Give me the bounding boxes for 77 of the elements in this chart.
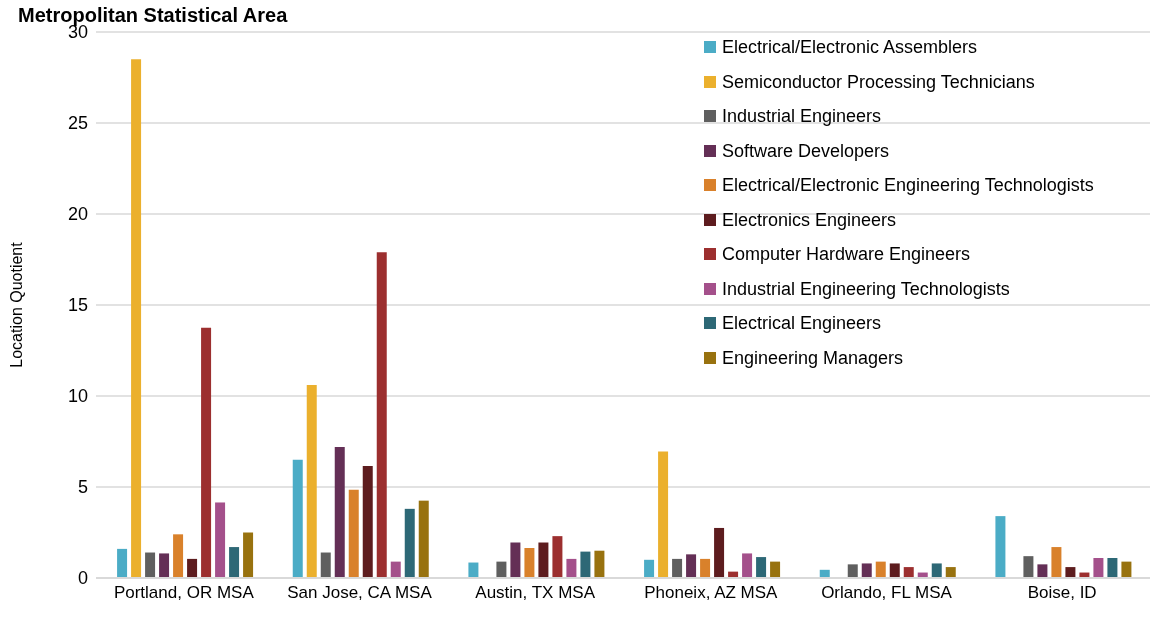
bar — [117, 548, 128, 578]
bar — [159, 553, 170, 578]
bar — [861, 563, 872, 578]
legend-label: Computer Hardware Engineers — [722, 243, 971, 266]
chart-title: Metropolitan Statistical Area — [17, 4, 289, 26]
bar — [320, 552, 331, 578]
bar — [145, 552, 156, 578]
legend-label: Industrial Engineering Technologists — [722, 277, 1010, 301]
bar — [1107, 557, 1118, 578]
bar — [580, 551, 591, 578]
bar — [756, 557, 767, 578]
bar — [1065, 567, 1076, 578]
x-tick-label: San Jose, CA MSA — [287, 583, 433, 603]
bar — [376, 252, 387, 578]
x-tick-label: Phoneix, AZ MSA — [644, 583, 779, 603]
bar — [889, 563, 900, 578]
bar — [658, 451, 669, 578]
bar — [995, 516, 1006, 578]
bar — [552, 536, 563, 578]
bar — [1093, 557, 1104, 578]
bar — [538, 542, 549, 578]
bar — [644, 559, 655, 578]
bar — [686, 554, 697, 578]
bar — [215, 502, 226, 578]
bar — [362, 466, 373, 578]
bar — [903, 567, 914, 578]
y-tick-label: 20 — [67, 204, 88, 225]
y-tick-label: 15 — [67, 295, 88, 316]
bar — [418, 500, 429, 578]
legend-label: Electronics Engineers — [722, 208, 897, 232]
y-tick-label: 0 — [77, 568, 88, 589]
x-tick-label: Portland, OR MSA — [113, 583, 255, 603]
bar — [334, 446, 345, 578]
legend-label: Software Developers — [722, 139, 890, 163]
bar — [131, 59, 142, 578]
bar — [875, 561, 886, 578]
bar — [306, 385, 317, 578]
bar — [173, 534, 184, 578]
legend-label: Electrical/Electronic Engineering Technologists — [722, 174, 1094, 197]
bar — [229, 547, 240, 578]
bar — [714, 527, 725, 578]
bar — [672, 558, 683, 578]
bar — [742, 553, 753, 578]
bar — [594, 550, 605, 578]
y-tick-label: 25 — [67, 113, 88, 134]
x-tick-label: Boise, ID — [1027, 583, 1097, 603]
bar — [770, 561, 781, 578]
bar — [187, 558, 198, 578]
x-tick-label: Orlando, FL MSA — [821, 583, 953, 603]
y-tick-label: 5 — [77, 477, 88, 498]
legend-label: Industrial Engineers — [722, 105, 882, 128]
bar — [700, 558, 711, 578]
x-tick-label: Austin, TX MSA — [475, 583, 596, 603]
bar — [201, 327, 212, 578]
bar — [292, 459, 303, 578]
bar — [1023, 556, 1034, 578]
bar — [847, 564, 858, 578]
bar — [390, 561, 401, 578]
bar — [566, 558, 577, 578]
bar — [348, 489, 359, 578]
legend-label: Electrical Engineers — [722, 312, 882, 335]
bar — [404, 508, 415, 578]
legend-label: Semiconductor Processing Technicians — [722, 70, 1035, 94]
bar — [468, 562, 479, 578]
y-tick-label: 10 — [67, 386, 88, 407]
bar — [945, 567, 956, 578]
bar — [1051, 547, 1062, 578]
bar — [243, 532, 254, 578]
legend-label: Electrical/Electronic Assemblers — [722, 36, 978, 59]
bar — [524, 547, 535, 578]
bar — [496, 561, 507, 578]
y-axis-title: Location Quotient — [7, 241, 25, 368]
bar — [510, 542, 521, 578]
bar — [1121, 561, 1132, 578]
bar — [931, 563, 942, 578]
legend-label: Engineering Managers — [722, 346, 904, 370]
bar — [1037, 564, 1048, 578]
